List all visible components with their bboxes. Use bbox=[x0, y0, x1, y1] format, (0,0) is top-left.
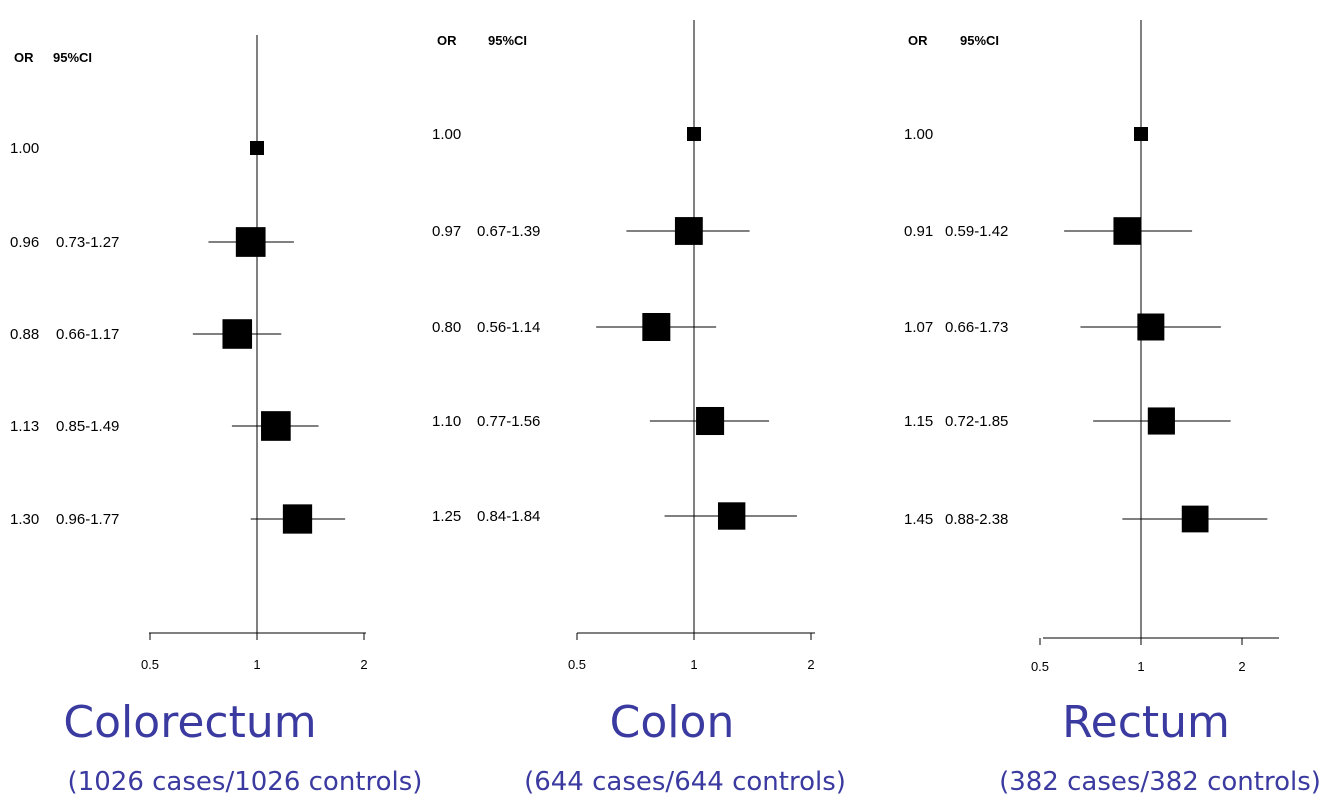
ci-value-label: 0.72-1.85 bbox=[945, 413, 1008, 430]
x-tick-label: 0.5 bbox=[1031, 659, 1049, 674]
x-tick-label: 2 bbox=[360, 657, 367, 672]
or-point bbox=[1147, 407, 1175, 435]
or-point bbox=[250, 141, 264, 155]
or-value-label: 0.91 bbox=[904, 223, 933, 240]
or-point bbox=[642, 312, 671, 342]
ci-value-label: 0.67-1.39 bbox=[477, 223, 540, 240]
ci-value-label: 0.77-1.56 bbox=[477, 413, 540, 430]
or-value-label: 0.96 bbox=[10, 234, 39, 251]
or-point bbox=[1134, 127, 1148, 141]
or-value-label: 1.00 bbox=[432, 126, 461, 143]
ci-value-label: 0.84-1.84 bbox=[477, 508, 540, 525]
or-point bbox=[696, 406, 725, 436]
x-tick-label: 1 bbox=[253, 657, 260, 672]
or-value-label: 1.13 bbox=[10, 418, 39, 435]
or-value-label: 1.00 bbox=[904, 126, 933, 143]
or-value-label: 1.15 bbox=[904, 413, 933, 430]
ci-value-label: 0.88-2.38 bbox=[945, 511, 1008, 528]
panel-subtitle: (644 cases/644 controls) bbox=[524, 767, 846, 797]
ci-value-label: 0.59-1.42 bbox=[945, 223, 1008, 240]
x-tick-label: 0.5 bbox=[568, 657, 586, 672]
or-value-label: 0.88 bbox=[10, 326, 39, 343]
ci-value-label: 0.66-1.17 bbox=[56, 326, 119, 343]
ci-header: 95%CI bbox=[960, 33, 999, 48]
x-tick-label: 1 bbox=[690, 657, 697, 672]
or-point bbox=[261, 411, 291, 441]
or-value-label: 1.25 bbox=[432, 508, 461, 525]
or-value-label: 1.45 bbox=[904, 511, 933, 528]
or-value-label: 0.80 bbox=[432, 319, 461, 336]
or-header: OR bbox=[908, 33, 928, 48]
panel-subtitle: (1026 cases/1026 controls) bbox=[68, 767, 423, 797]
or-point bbox=[717, 502, 746, 530]
ci-header: 95%CI bbox=[53, 50, 92, 65]
or-point bbox=[1137, 313, 1165, 341]
or-point bbox=[674, 217, 703, 245]
panel-title: Colon bbox=[610, 697, 735, 748]
panel-title: Rectum bbox=[1062, 697, 1230, 748]
ci-value-label: 0.96-1.77 bbox=[56, 511, 119, 528]
or-value-label: 1.07 bbox=[904, 319, 933, 336]
panel-title: Colorectum bbox=[63, 697, 316, 748]
or-point bbox=[1113, 217, 1142, 245]
or-point bbox=[282, 504, 313, 534]
x-tick-label: 2 bbox=[1238, 659, 1245, 674]
x-tick-label: 0.5 bbox=[141, 657, 159, 672]
ci-header: 95%CI bbox=[488, 33, 527, 48]
or-value-label: 1.10 bbox=[432, 413, 461, 430]
or-value-label: 1.30 bbox=[10, 511, 39, 528]
or-value-label: 1.00 bbox=[10, 140, 39, 157]
or-point bbox=[222, 319, 253, 349]
x-tick-label: 1 bbox=[1137, 659, 1144, 674]
or-value-label: 0.97 bbox=[432, 223, 461, 240]
or-header: OR bbox=[14, 50, 34, 65]
panel-subtitle: (382 cases/382 controls) bbox=[999, 767, 1321, 797]
ci-value-label: 0.56-1.14 bbox=[477, 319, 540, 336]
or-point bbox=[235, 227, 266, 257]
ci-value-label: 0.66-1.73 bbox=[945, 319, 1008, 336]
ci-value-label: 0.85-1.49 bbox=[56, 418, 119, 435]
or-point bbox=[1181, 505, 1209, 533]
x-tick-label: 2 bbox=[807, 657, 814, 672]
ci-value-label: 0.73-1.27 bbox=[56, 234, 119, 251]
or-point bbox=[687, 127, 701, 141]
or-header: OR bbox=[437, 33, 457, 48]
